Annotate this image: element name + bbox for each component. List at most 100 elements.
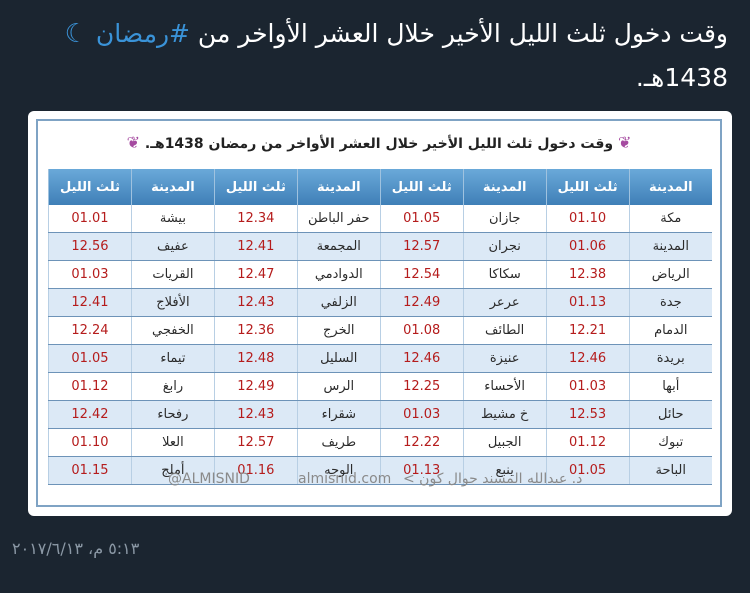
time-cell: 12.43 xyxy=(213,288,298,317)
city-cell: حائل xyxy=(628,400,712,429)
table-row: جدة 01.13 عرعر 12.49 الزلفي 12.43 الأفلاج 12.41 xyxy=(48,288,712,317)
time-cell: 01.13 xyxy=(545,288,630,317)
time-cell: 01.16 xyxy=(213,456,298,485)
time-cell: 01.05 xyxy=(48,344,132,373)
time-cell: 01.01 xyxy=(48,205,132,233)
footer-author: د. عبدالله المسند جوال كون > xyxy=(403,471,583,487)
timetable-card: ❦ وقت دخول ثلث الليل الأخير خلال العشر ا… xyxy=(36,119,722,507)
time-cell: 01.03 xyxy=(48,260,132,289)
time-cell: 01.05 xyxy=(379,205,464,233)
time-cell: 01.15 xyxy=(48,456,132,485)
footer-site: almisnid.com xyxy=(298,471,392,487)
tweet-footer: ٥:١٣ م، ٢٠١٧/٦/١٣ xyxy=(0,525,750,593)
city-cell: الخفجي xyxy=(130,316,215,345)
city-cell: السليل xyxy=(296,344,381,373)
time-cell: 12.57 xyxy=(379,232,464,261)
time-cell: 12.41 xyxy=(48,288,132,317)
time-cell: 01.03 xyxy=(379,400,464,429)
time-cell: 12.57 xyxy=(213,428,298,457)
city-cell: المدينة xyxy=(628,232,712,261)
tweet-text-after: 1438هـ. xyxy=(635,63,728,92)
city-cell: خ مشيط xyxy=(462,400,547,429)
city-cell: تبوك xyxy=(628,428,712,457)
footer-handle: @ALMISNID xyxy=(168,471,250,487)
time-cell: 01.12 xyxy=(48,372,132,401)
city-cell: ينبع xyxy=(462,456,547,485)
crescent-moon-icon: ☾ xyxy=(64,19,88,49)
column-header: المدينة xyxy=(130,169,215,205)
city-cell: نجران xyxy=(462,232,547,261)
time-cell: 12.24 xyxy=(48,316,132,345)
city-cell: الزلفي xyxy=(296,288,381,317)
city-cell: عفيف xyxy=(130,232,215,261)
column-header: المدينة xyxy=(296,169,381,205)
time-cell: 12.25 xyxy=(379,372,464,401)
time-cell: 12.54 xyxy=(379,260,464,289)
city-cell: بريدة xyxy=(628,344,712,373)
city-cell: طريف xyxy=(296,428,381,457)
city-cell: الوجه xyxy=(296,456,381,485)
city-cell: الأحساء xyxy=(462,372,547,401)
city-cell: العلا xyxy=(130,428,215,457)
city-cell: الدمام xyxy=(628,316,712,345)
city-cell: بيشة xyxy=(130,205,215,233)
column-header: ثلث الليل xyxy=(48,169,132,205)
time-cell: 01.05 xyxy=(545,456,630,485)
card-title: ❦ وقت دخول ثلث الليل الأخير خلال العشر ا… xyxy=(38,133,720,152)
time-cell: 12.47 xyxy=(213,260,298,289)
time-cell: 12.41 xyxy=(213,232,298,261)
table-row: مكة 01.10 جازان 01.05 حفر الباطن 12.34 بيشة 01.… xyxy=(48,205,712,233)
city-cell: مكة xyxy=(628,205,712,233)
city-cell: الخرج xyxy=(296,316,381,345)
table-row: أبها 01.03 الأحساء 12.25 الرس 12.49 رابغ 01.12 xyxy=(48,372,712,401)
city-cell: الأفلاج xyxy=(130,288,215,317)
city-cell: رابغ xyxy=(130,372,215,401)
table-row: الرياض 12.38 سكاكا 12.54 الدوادمي 12.47 القريا… xyxy=(48,260,712,289)
time-cell: 12.38 xyxy=(545,260,630,289)
tweet-text-before: وقت دخول ثلث الليل الأخير خلال العشر الأ… xyxy=(189,19,728,48)
table-row: الباحة 01.05 ينبع 01.13 الوجه 01.16 أملج 01.15 xyxy=(48,456,712,485)
city-cell: الرياض xyxy=(628,260,712,289)
column-header: المدينة xyxy=(462,169,547,205)
table-row: الدمام 12.21 الطائف 01.08 الخرج 12.36 الخفجي 12… xyxy=(48,316,712,345)
city-cell: عرعر xyxy=(462,288,547,317)
timetable: المدينة ثلث الليل المدينة ثلث الليل المدينة ث… xyxy=(48,169,712,485)
tweet-image[interactable]: ❦ وقت دخول ثلث الليل الأخير خلال العشر ا… xyxy=(28,111,732,516)
hashtag-link[interactable]: #رمضان xyxy=(95,19,190,48)
time-cell: 01.12 xyxy=(545,428,630,457)
tweet-timestamp[interactable]: ٥:١٣ م، ٢٠١٧/٦/١٣ xyxy=(12,539,140,558)
card-footer: @ALMISNID almisnid.com د. عبدالله المسند… xyxy=(38,471,720,493)
time-cell: 12.46 xyxy=(545,344,630,373)
table-row: تبوك 01.12 الجبيل 12.22 طريف 12.57 العلا 01.10 xyxy=(48,428,712,457)
city-cell: الباحة xyxy=(628,456,712,485)
time-cell: 12.46 xyxy=(379,344,464,373)
column-header: ثلث الليل xyxy=(545,169,630,205)
city-cell: الرس xyxy=(296,372,381,401)
city-cell: جازان xyxy=(462,205,547,233)
city-cell: الطائف xyxy=(462,316,547,345)
city-cell: عنيزة xyxy=(462,344,547,373)
time-cell: 12.21 xyxy=(545,316,630,345)
time-cell: 12.56 xyxy=(48,232,132,261)
time-cell: 12.49 xyxy=(379,288,464,317)
table-row: المدينة 01.06 نجران 12.57 المجمعة 12.41 عفيف 12… xyxy=(48,232,712,261)
tweet-text: وقت دخول ثلث الليل الأخير خلال العشر الأ… xyxy=(28,12,728,99)
ornament-icon: ❦ xyxy=(617,133,632,152)
table-row: حائل 12.53 خ مشيط 01.03 شقراء 12.43 رفحاء 12.42 xyxy=(48,400,712,429)
table-row: بريدة 12.46 عنيزة 12.46 السليل 12.48 تيماء 01.0… xyxy=(48,344,712,373)
time-cell: 12.42 xyxy=(48,400,132,429)
time-cell: 01.13 xyxy=(379,456,464,485)
city-cell: القريات xyxy=(130,260,215,289)
city-cell: سكاكا xyxy=(462,260,547,289)
time-cell: 12.36 xyxy=(213,316,298,345)
column-header: المدينة xyxy=(628,169,712,205)
time-cell: 01.10 xyxy=(545,205,630,233)
time-cell: 01.06 xyxy=(545,232,630,261)
card-title-text: وقت دخول ثلث الليل الأخير خلال العشر الأ… xyxy=(144,136,614,152)
column-header: ثلث الليل xyxy=(379,169,464,205)
time-cell: 12.53 xyxy=(545,400,630,429)
city-cell: الدوادمي xyxy=(296,260,381,289)
city-cell: شقراء xyxy=(296,400,381,429)
city-cell: رفحاء xyxy=(130,400,215,429)
tweet-container: وقت دخول ثلث الليل الأخير خلال العشر الأ… xyxy=(0,0,750,525)
